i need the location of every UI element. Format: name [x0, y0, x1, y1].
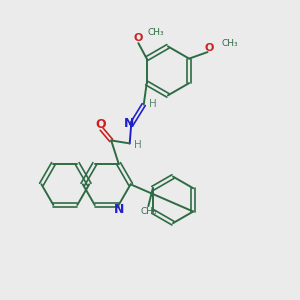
Text: H: H	[149, 99, 157, 109]
Text: CH₃: CH₃	[148, 28, 164, 37]
Text: O: O	[133, 33, 142, 43]
Text: O: O	[96, 118, 106, 131]
Text: N: N	[124, 117, 134, 130]
Text: O: O	[205, 44, 214, 53]
Text: H: H	[134, 140, 142, 150]
Text: N: N	[114, 203, 124, 216]
Text: CH₃: CH₃	[221, 39, 238, 48]
Text: CH₃: CH₃	[140, 207, 157, 216]
